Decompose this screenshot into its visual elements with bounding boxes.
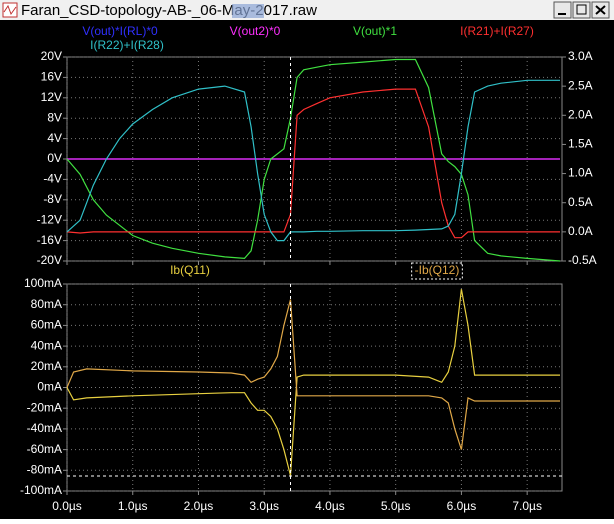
y-tick-label: 20V	[41, 49, 62, 63]
y2-tick-label: 1.5A	[568, 137, 593, 151]
y2-tick-label: 0.5A	[568, 195, 593, 209]
trace	[66, 289, 560, 476]
x-tick-label: 6.0µs	[447, 499, 477, 513]
y-tick-label: 100mA	[24, 276, 62, 290]
x-tick-label: 7.0µs	[512, 499, 542, 513]
window-title: Faran_CSD-topology-AB-_06-May-2017.raw	[21, 2, 317, 19]
trace	[66, 58, 561, 262]
y-tick-label: 20mA	[31, 359, 62, 373]
close-glyph	[595, 5, 606, 15]
legend-entry: V(out2)*0	[230, 24, 281, 38]
title-bar	[0, 0, 614, 20]
y-tick-label: -100mA	[20, 483, 62, 497]
y-tick-label: -12V	[37, 212, 62, 226]
y2-tick-label: -0.5A	[568, 253, 597, 267]
legend-entry: V(out)*1	[353, 24, 397, 38]
y2-tick-label: 2.5A	[568, 78, 593, 92]
y-tick-label: 8V	[47, 110, 62, 124]
x-tick-label: 4.0µs	[315, 499, 345, 513]
y-tick-label: -40mA	[27, 421, 62, 435]
y-tick-label: 12V	[41, 90, 62, 104]
y-tick-label: 16V	[41, 70, 62, 84]
legend-entry: I(R22)+I(R28)	[90, 38, 164, 52]
y2-tick-label: 0.0A	[568, 224, 593, 238]
y-tick-label: -60mA	[27, 442, 62, 456]
trace	[66, 299, 560, 450]
legend-entry: Ib(Q11)	[170, 263, 210, 277]
x-tick-label: 3.0µs	[249, 499, 279, 513]
y-tick-label: -8V	[43, 192, 62, 206]
legend-entry: I(R21)+I(R27)	[460, 24, 534, 38]
y-tick-label: -20mA	[27, 400, 62, 414]
legend-entry: -Ib(Q12)	[415, 263, 460, 277]
y-tick-label: -16V	[37, 233, 62, 247]
y-tick-label: -80mA	[27, 462, 62, 476]
y2-tick-label: 1.0A	[568, 166, 593, 180]
y2-tick-label: 3.0A	[568, 49, 593, 63]
y-tick-label: 80mA	[31, 297, 62, 311]
y-tick-label: -20V	[37, 253, 62, 267]
maximize-glyph	[576, 4, 587, 15]
maximize-button[interactable]	[572, 1, 591, 19]
redacted-blur	[232, 4, 264, 18]
x-tick-label: 5.0µs	[381, 499, 411, 513]
y2-tick-label: 2.0A	[568, 107, 593, 121]
y-tick-label: 0V	[47, 151, 62, 165]
plots: -20V -16V -12V -8V -4V 0V 4V 8V 12V 16V 20V -0.5A 0.…	[20, 24, 597, 513]
app-icon-glyph	[3, 4, 17, 16]
trace	[66, 88, 560, 239]
y-tick-label: 4V	[47, 131, 62, 145]
y-tick-label: 40mA	[31, 338, 62, 352]
y-tick-label: 0mA	[37, 380, 62, 394]
legend-selection	[411, 262, 463, 280]
trace	[66, 79, 560, 242]
x-tick-label: 2.0µs	[184, 499, 214, 513]
y-tick-label: 60mA	[31, 318, 62, 332]
x-tick-label: 0.0µs	[52, 499, 82, 513]
y-tick-label: -4V	[43, 172, 62, 186]
minimize-button[interactable]	[553, 1, 572, 19]
legend-entry: V(out)*I(RL)*0	[82, 24, 158, 38]
x-tick-label: 1.0µs	[118, 499, 148, 513]
